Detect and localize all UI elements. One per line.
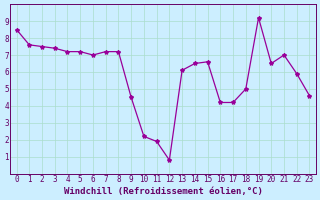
X-axis label: Windchill (Refroidissement éolien,°C): Windchill (Refroidissement éolien,°C) [64, 187, 262, 196]
